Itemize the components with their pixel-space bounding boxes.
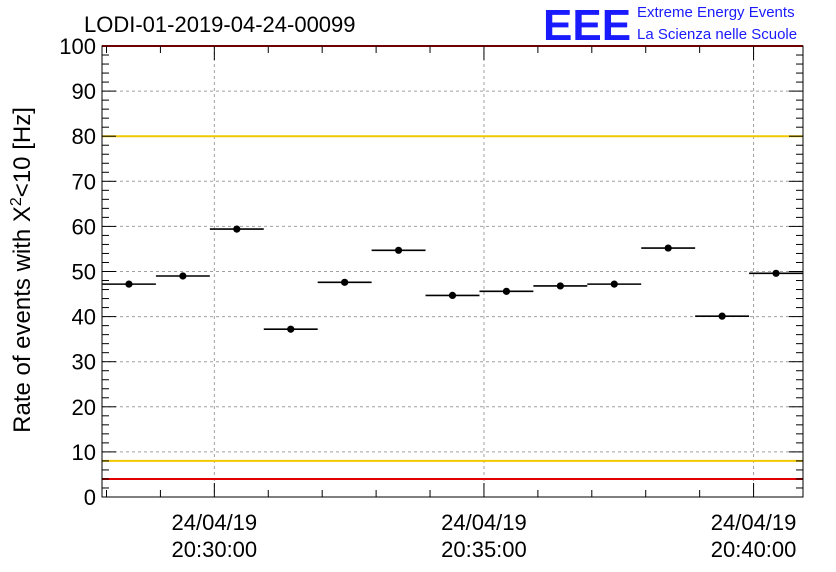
y-tick-label: 80	[72, 124, 96, 149]
y-tick-label: 20	[72, 395, 96, 420]
data-point	[233, 225, 241, 233]
y-tick-label: 0	[84, 485, 96, 510]
x-tick-label-time: 20:35:00	[441, 537, 527, 562]
y-tick-label: 60	[72, 214, 96, 239]
data-point	[394, 246, 403, 254]
data-point	[341, 278, 349, 286]
chart-title: LODI-01-2019-04-24-00099	[84, 12, 356, 37]
data-point	[556, 282, 564, 290]
y-axis-label-sup: 2	[8, 197, 25, 206]
y-tick-label: 50	[72, 260, 96, 285]
x-tick-label-date: 24/04/19	[172, 510, 258, 535]
x-tick-label-date: 24/04/19	[441, 510, 527, 535]
y-tick-label: 70	[72, 169, 96, 194]
data-point	[448, 291, 457, 300]
data-point	[718, 312, 726, 320]
x-tick-label-time: 20:40:00	[711, 537, 797, 562]
data-point	[287, 325, 295, 333]
data-point	[664, 244, 672, 252]
x-tick-label-time: 20:30:00	[172, 537, 258, 562]
data-point	[179, 272, 187, 280]
eee-logo: EEE Extreme Energy Events La Scienza nel…	[543, 1, 797, 50]
logo-line-1: Extreme Energy Events	[637, 4, 795, 21]
data-point	[772, 269, 780, 277]
data-point	[502, 287, 511, 295]
data-point	[125, 280, 133, 288]
y-axis-label-tail: <10 [Hz]	[9, 107, 36, 197]
y-axis-label: Rate of events with X2<10 [Hz]	[8, 107, 36, 433]
y-tick-label: 40	[72, 305, 96, 330]
axes: 010203040506070809010024/04/1920:30:0024…	[59, 34, 804, 562]
y-tick-label: 100	[59, 34, 96, 59]
y-axis-label-main: Rate of events with X	[9, 206, 36, 433]
logo-line-2: La Scienza nelle Scuole	[637, 26, 797, 43]
grid	[102, 46, 803, 497]
data-points	[102, 225, 803, 333]
x-tick-label-date: 24/04/19	[711, 510, 797, 535]
y-tick-label: 30	[72, 350, 96, 375]
logo-mark: EEE	[543, 1, 631, 50]
y-tick-label: 90	[72, 79, 96, 104]
data-point	[610, 280, 618, 288]
y-tick-label: 10	[72, 440, 96, 465]
